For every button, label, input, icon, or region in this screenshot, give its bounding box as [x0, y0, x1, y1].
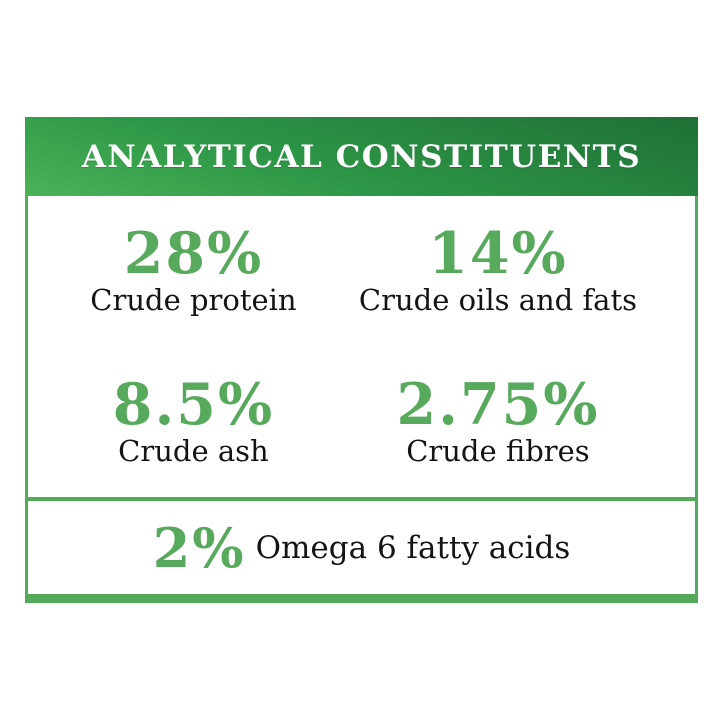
stat-crude-protein: 28% Crude protein [90, 225, 296, 317]
footer-label-omega6: Omega 6 fatty acids [255, 529, 571, 566]
stat-crude-oils-and-fats: 14% Crude oils and fats [359, 225, 695, 317]
card-header: ANALYTICAL CONSTITUENTS [25, 117, 698, 196]
stat-value-crude-oils-and-fats: 14% [428, 220, 568, 288]
stat-label-crude-oils-and-fats: Crude oils and fats [358, 283, 637, 318]
card-title: ANALYTICAL CONSTITUENTS [81, 138, 642, 175]
stats-grid: 28% Crude protein 14% Crude oils and fat… [25, 196, 698, 497]
stat-label-crude-fibres: Crude fibres [406, 433, 590, 468]
stat-value-crude-fibres: 2.75% [396, 370, 600, 438]
stat-label-crude-protein: Crude protein [90, 283, 297, 318]
footer-row-omega6: 2% Omega 6 fatty acids [25, 497, 698, 603]
analytical-constituents-card: ANALYTICAL CONSTITUENTS 28% Crude protei… [25, 117, 698, 603]
stat-crude-ash: 8.5% Crude ash [113, 376, 274, 468]
stat-value-crude-ash: 8.5% [112, 370, 275, 438]
stat-crude-fibres: 2.75% Crude fibres [396, 376, 657, 468]
footer-value-omega6: 2% [152, 515, 246, 580]
stat-label-crude-ash: Crude ash [118, 433, 269, 468]
stat-value-crude-protein: 28% [123, 220, 264, 288]
